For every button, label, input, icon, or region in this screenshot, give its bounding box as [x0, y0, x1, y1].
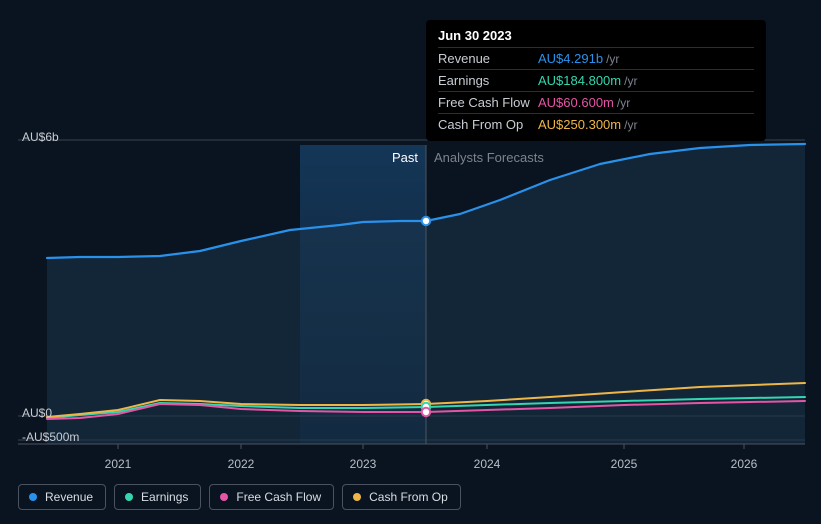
tooltip-value: AU$184.800m: [538, 73, 621, 88]
legend-label: Free Cash Flow: [236, 490, 321, 504]
x-axis-label: 2021: [105, 457, 132, 471]
legend-label: Cash From Op: [369, 490, 448, 504]
y-axis-label: AU$0: [22, 406, 52, 420]
chart-legend: Revenue Earnings Free Cash Flow Cash Fro…: [18, 484, 461, 510]
x-axis-label: 2025: [611, 457, 638, 471]
forecast-section-label: Analysts Forecasts: [434, 150, 544, 165]
tooltip-label: Cash From Op: [438, 117, 538, 132]
tooltip-label: Free Cash Flow: [438, 95, 538, 110]
tooltip-label: Earnings: [438, 73, 538, 88]
tooltip-unit: /yr: [624, 118, 637, 132]
legend-dot-icon: [220, 493, 228, 501]
x-axis-label: 2022: [228, 457, 255, 471]
tooltip-label: Revenue: [438, 51, 538, 66]
legend-dot-icon: [29, 493, 37, 501]
legend-item-earnings[interactable]: Earnings: [114, 484, 201, 510]
tooltip-value: AU$60.600m: [538, 95, 614, 110]
tooltip-title: Jun 30 2023: [438, 28, 754, 47]
legend-label: Revenue: [45, 490, 93, 504]
legend-item-fcf[interactable]: Free Cash Flow: [209, 484, 334, 510]
y-axis-label: AU$6b: [22, 130, 59, 144]
legend-label: Earnings: [141, 490, 188, 504]
x-axis-label: 2023: [350, 457, 377, 471]
legend-dot-icon: [353, 493, 361, 501]
y-axis-label: -AU$500m: [22, 430, 79, 444]
tooltip-row-fcf: Free Cash Flow AU$60.600m /yr: [438, 91, 754, 113]
tooltip-row-earnings: Earnings AU$184.800m /yr: [438, 69, 754, 91]
tooltip-unit: /yr: [617, 96, 630, 110]
tooltip-unit: /yr: [606, 52, 619, 66]
tooltip-value: AU$4.291b: [538, 51, 603, 66]
legend-dot-icon: [125, 493, 133, 501]
past-section-label: Past: [392, 150, 418, 165]
tooltip-row-cfo: Cash From Op AU$250.300m /yr: [438, 113, 754, 135]
tooltip-row-revenue: Revenue AU$4.291b /yr: [438, 47, 754, 69]
legend-item-revenue[interactable]: Revenue: [18, 484, 106, 510]
chart-tooltip: Jun 30 2023 Revenue AU$4.291b /yr Earnin…: [426, 20, 766, 141]
x-axis-label: 2024: [474, 457, 501, 471]
legend-item-cfo[interactable]: Cash From Op: [342, 484, 461, 510]
tooltip-value: AU$250.300m: [538, 117, 621, 132]
tooltip-unit: /yr: [624, 74, 637, 88]
x-axis-label: 2026: [731, 457, 758, 471]
